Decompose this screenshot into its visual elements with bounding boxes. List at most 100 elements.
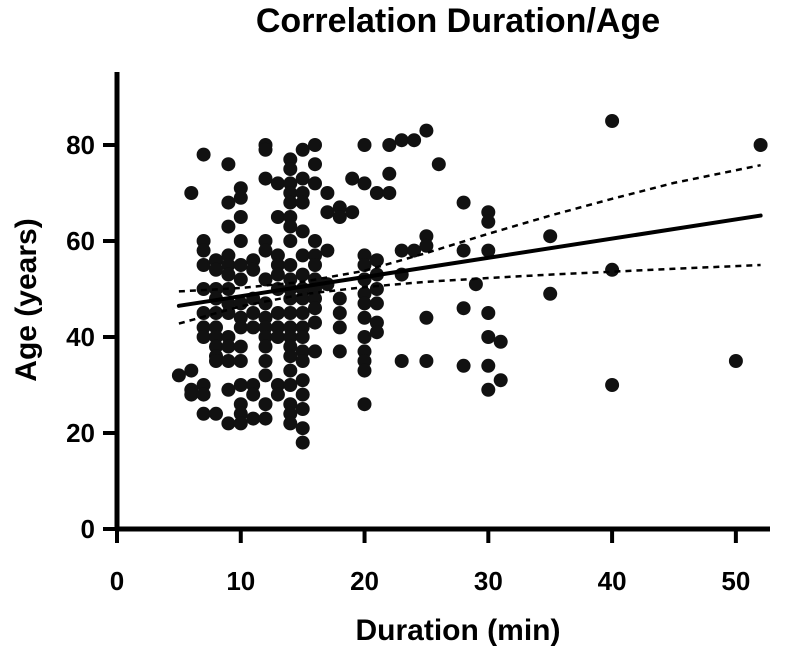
data-point: [209, 406, 223, 421]
data-point: [171, 368, 186, 383]
data-point: [308, 176, 322, 191]
axis-ticks: 0 10 20 30 40 50 0 20 40 60 80: [66, 130, 750, 596]
data-point: [456, 301, 471, 316]
data-point: [233, 181, 248, 196]
data-point: [283, 406, 298, 421]
data-point: [382, 166, 397, 181]
data-point: [332, 210, 347, 224]
data-point: [295, 267, 310, 282]
data-point: [283, 234, 298, 248]
regression-lines: [176, 163, 763, 325]
data-point: [481, 306, 496, 320]
chart-title: Correlation Duration/Age: [256, 2, 660, 40]
data-point: [246, 306, 261, 320]
y-tick-label: 40: [66, 322, 95, 352]
data-point: [357, 176, 372, 191]
data-point: [283, 195, 298, 210]
data-point: [233, 234, 248, 248]
data-point: [258, 310, 273, 325]
x-tick-label: 0: [110, 566, 124, 596]
data-point: [283, 416, 298, 431]
data-point: [295, 224, 310, 239]
data-point: [221, 354, 236, 368]
data-point: [258, 142, 273, 157]
data-point: [283, 397, 298, 412]
data-point: [221, 267, 236, 282]
data-point: [382, 138, 397, 152]
data-points: [171, 114, 768, 450]
data-point: [605, 114, 620, 128]
data-point: [481, 382, 496, 397]
data-point: [246, 387, 261, 402]
data-point: [493, 334, 508, 349]
data-point: [258, 243, 273, 258]
data-point: [196, 406, 211, 421]
data-point: [320, 186, 335, 200]
data-point: [184, 186, 199, 200]
data-point: [295, 373, 310, 388]
data-point: [270, 248, 285, 263]
data-point: [345, 171, 360, 186]
data-point: [357, 354, 372, 368]
data-point: [369, 315, 384, 330]
data-point: [233, 310, 248, 325]
data-point: [407, 133, 422, 148]
data-point: [233, 258, 248, 272]
x-tick-label: 10: [226, 566, 255, 596]
data-point: [543, 229, 558, 244]
data-point: [332, 306, 347, 320]
data-point: [369, 282, 384, 296]
data-point: [481, 330, 496, 344]
data-point: [369, 325, 384, 340]
data-point: [233, 320, 248, 335]
data-point: [345, 205, 360, 220]
data-point: [295, 330, 310, 344]
data-point: [246, 262, 261, 277]
data-point: [258, 354, 273, 368]
data-point: [357, 296, 372, 311]
data-point: [246, 253, 261, 268]
data-point: [308, 344, 322, 359]
y-tick-label: 80: [66, 130, 95, 160]
data-point: [283, 291, 298, 306]
data-point: [184, 363, 199, 378]
data-point: [369, 296, 384, 311]
data-point: [221, 157, 236, 172]
data-point: [270, 267, 285, 282]
data-point: [468, 277, 483, 292]
data-point: [270, 258, 285, 272]
data-point: [196, 258, 211, 272]
data-point: [283, 306, 298, 320]
data-point: [246, 378, 261, 392]
data-point: [258, 234, 273, 248]
data-point: [753, 138, 768, 152]
data-point: [295, 435, 310, 450]
data-point: [283, 258, 298, 272]
data-point: [357, 310, 372, 325]
data-point: [209, 339, 223, 354]
data-point: [481, 214, 496, 229]
y-axis-label: Age (years): [10, 218, 43, 381]
data-point: [270, 306, 285, 320]
data-point: [258, 320, 273, 335]
y-tick-label: 20: [66, 418, 95, 448]
data-point: [221, 339, 236, 354]
x-tick-label: 30: [474, 566, 503, 596]
data-point: [196, 243, 211, 258]
ci-upper-line: [178, 163, 761, 293]
data-point: [233, 272, 248, 287]
data-point: [493, 373, 508, 388]
data-point: [308, 301, 322, 316]
data-point: [394, 243, 409, 258]
data-point: [196, 378, 211, 392]
data-point: [283, 349, 298, 364]
data-point: [196, 330, 211, 344]
data-point: [221, 248, 236, 263]
data-point: [283, 162, 298, 176]
data-point: [332, 320, 347, 335]
data-point: [283, 210, 298, 224]
data-point: [308, 248, 322, 263]
data-point: [283, 219, 298, 234]
data-point: [283, 363, 298, 378]
data-point: [258, 296, 273, 311]
